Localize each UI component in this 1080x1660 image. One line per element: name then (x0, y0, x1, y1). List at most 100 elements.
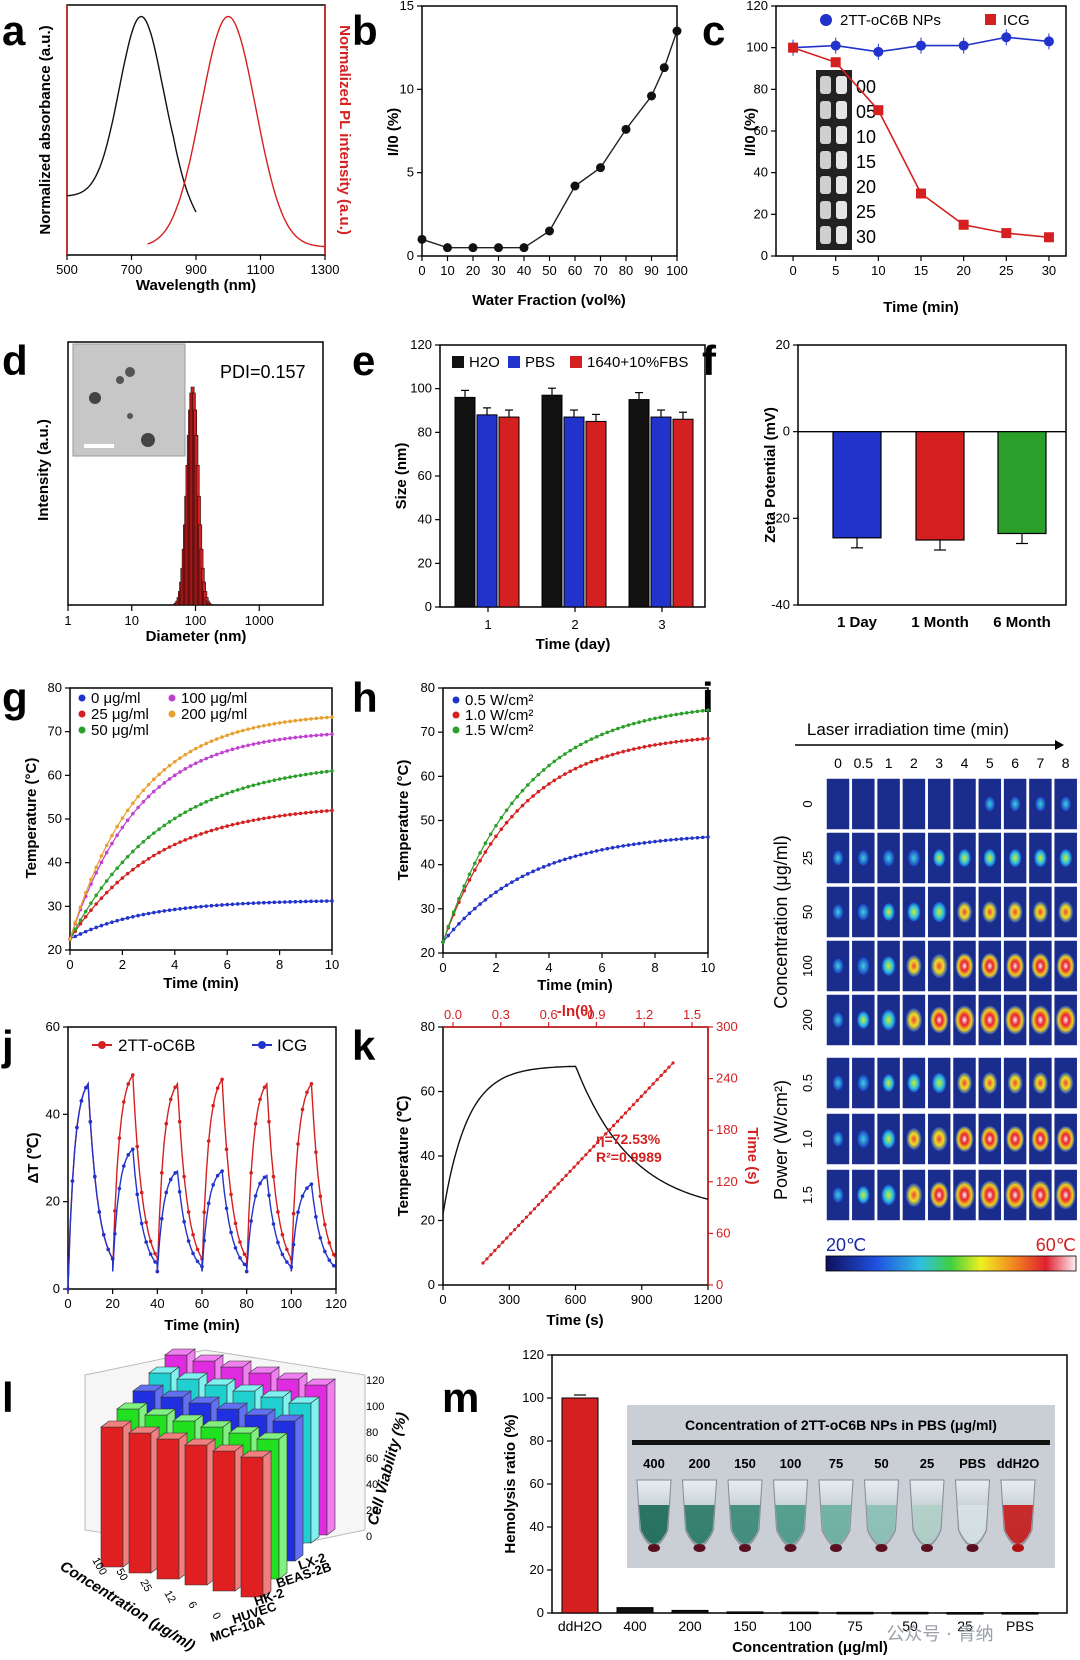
a-xtick-label: 1300 (311, 262, 340, 277)
c-point (958, 219, 969, 230)
j-point (253, 1194, 258, 1198)
j-legend-2: ICG (277, 1036, 307, 1055)
g-point (89, 901, 93, 905)
e-xtick-label: 1 (484, 617, 491, 632)
panel-label-c: c (702, 7, 725, 54)
h-point (706, 708, 710, 712)
g-point (209, 739, 214, 743)
g-point (267, 722, 271, 727)
i-time-label: 4 (961, 755, 969, 771)
j-point (113, 1209, 117, 1213)
j-point (211, 1183, 215, 1187)
h-point (679, 837, 684, 841)
c-inset-label: 15 (856, 152, 876, 172)
j-point (258, 1181, 262, 1186)
i-power-spot (1058, 1072, 1074, 1094)
g-point (304, 717, 308, 722)
h-point (504, 883, 509, 888)
c-ytick-label: 120 (746, 0, 768, 13)
k-fit-line (482, 1062, 674, 1264)
h-point (563, 772, 567, 776)
g-point (73, 927, 78, 932)
g-point (330, 899, 334, 903)
b-series-line (421, 30, 678, 249)
g-point (330, 769, 334, 773)
j-point (122, 1100, 126, 1104)
k-y2tick-label: 180 (716, 1122, 738, 1137)
h-point (626, 723, 631, 727)
g-point (178, 840, 182, 844)
g-xtick-label: 8 (276, 957, 283, 972)
g-point (131, 811, 135, 816)
b-point (468, 243, 478, 253)
h-point (626, 843, 631, 847)
m-tube-liquid (957, 1505, 988, 1544)
j-point (331, 1263, 336, 1268)
i-row-label: 0 (800, 800, 815, 807)
i-conc-spot (955, 952, 974, 980)
h-legend-swatch (452, 726, 460, 734)
j-point (296, 1142, 300, 1146)
j-point (276, 1210, 280, 1214)
c-point (873, 105, 884, 116)
g-point (99, 886, 104, 890)
j-lines (66, 1072, 337, 1291)
j-point (253, 1121, 258, 1126)
g-point (120, 825, 125, 830)
h-point (605, 846, 610, 851)
g-point (120, 876, 125, 880)
i-conc-spot (882, 903, 895, 921)
c-inset-tube (820, 101, 831, 119)
h-ytick-label: 20 (421, 945, 435, 960)
g-point (225, 733, 229, 738)
h-point (494, 890, 498, 894)
f-xtick-label: 1 Month (911, 614, 969, 631)
i-conc-spot (979, 1005, 1000, 1035)
g-point (83, 914, 88, 919)
f-xtick-label: 6 Month (993, 614, 1051, 631)
g-point (220, 825, 224, 830)
g-point (188, 905, 193, 910)
b-ytick-label: 0 (407, 248, 414, 263)
m-xtick-label: 25 (957, 1618, 973, 1634)
g-point (146, 782, 151, 787)
g-point (136, 805, 140, 810)
g-point (110, 841, 114, 846)
e-legend-2: PBS (525, 354, 555, 371)
e-legend-swatch-1 (452, 356, 464, 368)
g-point (220, 793, 224, 798)
m-tube-pellet (875, 1544, 888, 1552)
i-conc-spot (954, 1005, 975, 1035)
h-point (526, 872, 530, 876)
g-point (288, 719, 292, 724)
j-point (139, 1190, 144, 1195)
g-point (136, 863, 140, 868)
j-point (106, 1247, 110, 1252)
h-point (632, 747, 636, 751)
g-point (319, 733, 324, 737)
h-point (494, 834, 498, 839)
f-ytick-label: 20 (776, 337, 790, 352)
j-point (155, 1269, 160, 1274)
g-point (246, 727, 250, 731)
m-xtick-label: ddH2O (558, 1618, 602, 1634)
a-xtick-label: 1100 (247, 262, 275, 277)
g-point (136, 794, 140, 799)
h-point (515, 794, 519, 799)
panel-label-d: d (2, 337, 28, 384)
h-point (536, 789, 541, 794)
g-point (94, 925, 98, 930)
h-point (610, 728, 615, 733)
l-conc-label: 50 (113, 1567, 130, 1584)
h-xtick-label: 4 (545, 960, 552, 975)
m-tube-label: 50 (874, 1456, 888, 1471)
k-y2tick-label: 60 (716, 1225, 730, 1240)
b-xtick-label: 0 (418, 263, 425, 278)
j-point (249, 1170, 253, 1175)
c-inset-label: 00 (856, 77, 876, 97)
l-bar-top (240, 1450, 272, 1458)
e-bar (454, 396, 476, 608)
c-inset-label: 20 (856, 177, 876, 197)
c-inset-tubes (820, 76, 847, 244)
i-grid: 0 25 50 100 200 0.5 1.0 1.5 (800, 777, 1079, 1222)
